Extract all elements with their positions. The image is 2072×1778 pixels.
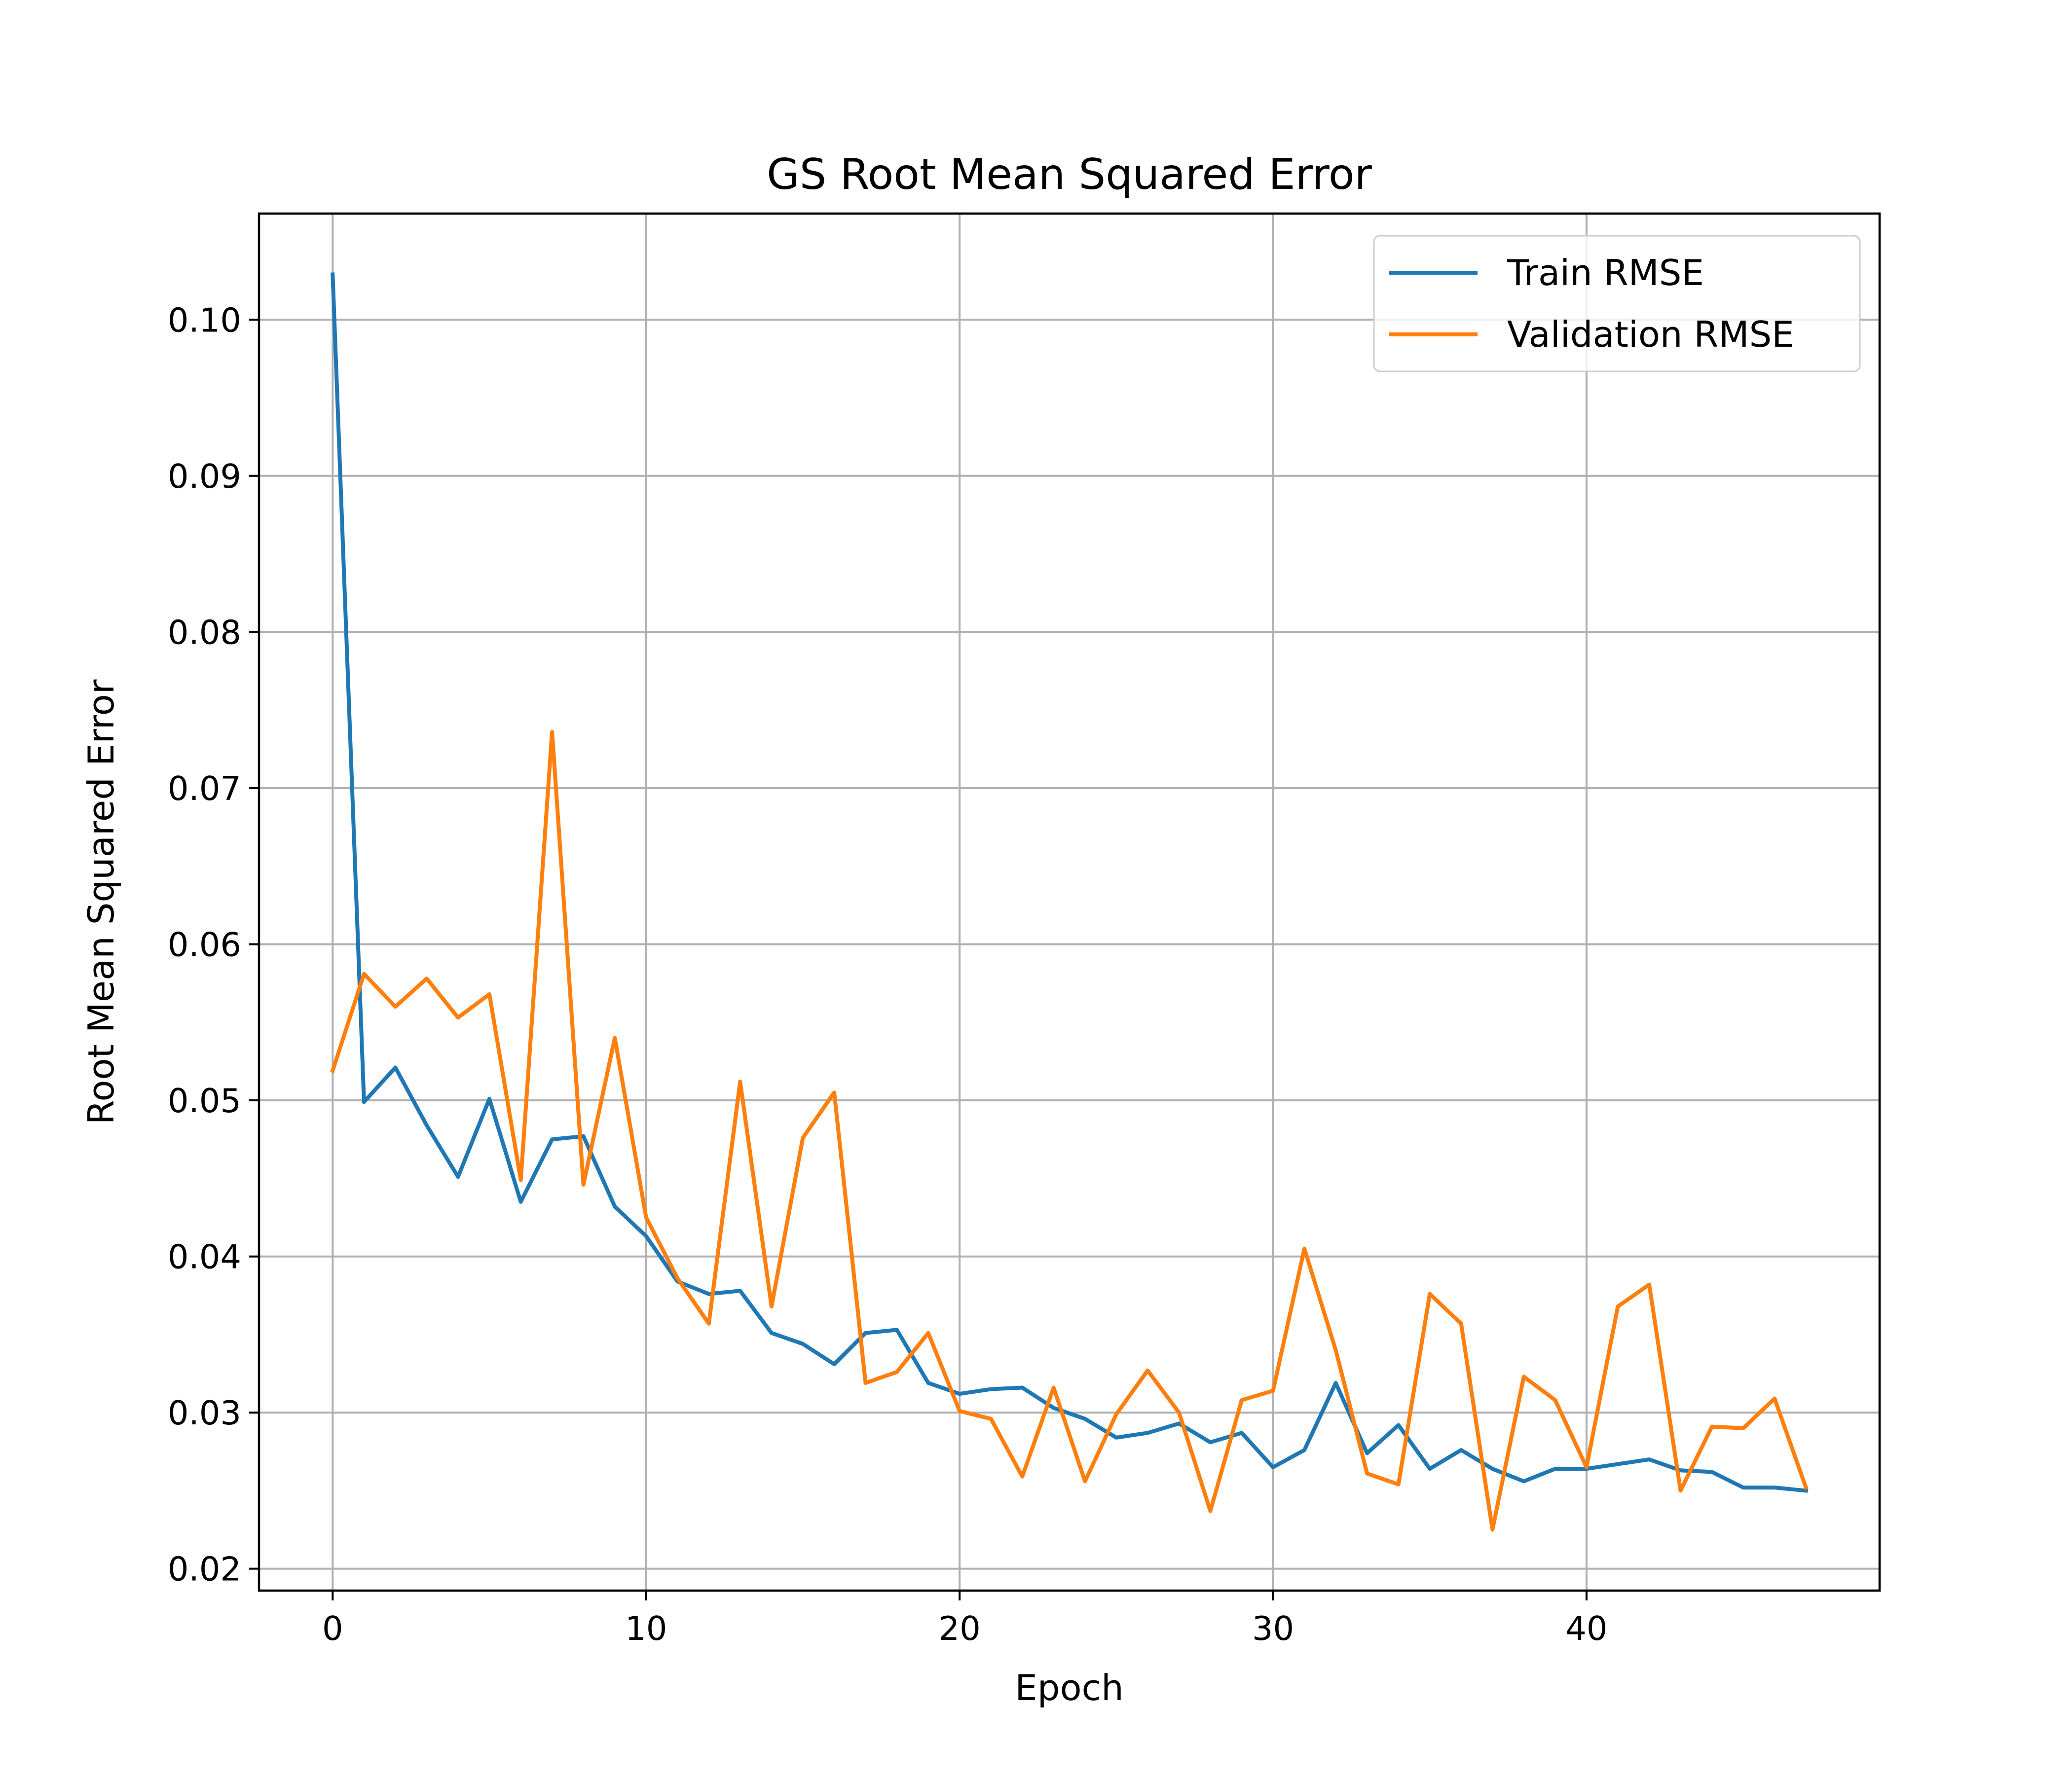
x-tick-label: 0 (322, 1609, 343, 1648)
y-tick-label: 0.02 (168, 1550, 241, 1589)
x-tick-label: 40 (1565, 1609, 1607, 1648)
y-tick-label: 0.08 (168, 613, 241, 652)
y-tick-label: 0.04 (168, 1238, 241, 1276)
y-axis-label: Root Mean Squared Error (80, 679, 122, 1125)
grid-lines (259, 214, 1880, 1591)
y-tick-label: 0.05 (168, 1082, 241, 1120)
series-lines (330, 272, 1809, 1532)
x-tick-label: 10 (625, 1609, 667, 1648)
y-tick-label: 0.03 (168, 1394, 241, 1432)
plot-frame (258, 212, 1881, 1592)
y-tick-label: 0.10 (168, 301, 241, 339)
y-tick-label: 0.07 (168, 769, 241, 808)
chart-title: GS Root Mean Squared Error (767, 150, 1372, 199)
x-axis-label: Epoch (1015, 1667, 1123, 1708)
x-tick-label: 20 (938, 1609, 980, 1648)
axis-ticks: 0 10 20 30 40 0.02 0.03 0.04 0.05 0.06 0.07 0.08 0.0… (168, 301, 1608, 1648)
legend: Train RMSE Validation RMSE (1373, 235, 1861, 372)
validation-rmse-line (330, 730, 1809, 1532)
y-tick-label: 0.09 (168, 457, 241, 496)
x-tick-label: 30 (1252, 1609, 1294, 1648)
legend-box (1373, 235, 1861, 372)
legend-label-validation: Validation RMSE (1507, 314, 1794, 355)
y-tick-label: 0.06 (168, 925, 241, 964)
legend-label-train: Train RMSE (1507, 252, 1704, 293)
